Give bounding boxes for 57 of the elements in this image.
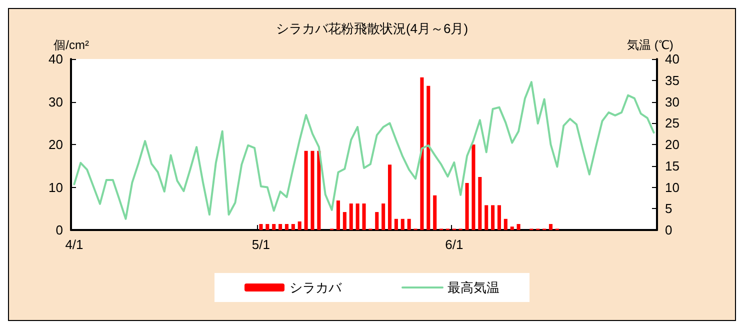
y2-tick-label: 25 [665,116,680,131]
x-tick-label: 4/1 [65,237,84,252]
bar [548,224,553,230]
bar [420,77,424,230]
line-series [73,81,655,220]
bar [266,224,270,230]
bar [298,221,302,230]
y-axis-title: 個/cm² [54,38,89,52]
bar [484,205,488,230]
bar [291,224,295,230]
bar [382,203,386,230]
bar [310,150,314,230]
y2-tick-label: 10 [665,180,680,195]
y-tick-label: 0 [56,222,63,238]
bar [472,144,476,230]
bar [388,164,392,230]
x-tick-label: 5/1 [252,237,270,252]
y2-tick-label: 5 [665,201,672,216]
y-tick-label: 10 [48,180,63,195]
y2-tick-label: 0 [665,222,672,238]
y2-tick-label: 40 [665,52,680,66]
chart-title: シラカバ花粉飛散状況(4月～6月) [276,21,468,36]
y2-tick-label: 20 [665,137,680,152]
bar [375,212,379,230]
bar [342,212,346,230]
bar [278,224,282,230]
bar [491,205,495,230]
bar [400,218,404,230]
bar [478,176,482,230]
y-tick-label: 40 [48,52,63,66]
bar [516,224,520,230]
bar [426,86,430,230]
y2-tick-label: 15 [665,158,680,174]
y2-tick-label: 30 [665,94,680,110]
y2-axis-title: 気温 (℃) [627,38,674,52]
bar [336,200,340,230]
bar [284,224,288,230]
bar [504,218,508,230]
bar [259,224,263,230]
bar [349,203,353,230]
bar [394,218,398,230]
bar [362,203,366,230]
bar [407,218,411,230]
y2-tick-label: 35 [665,72,680,88]
y-tick-label: 20 [48,137,63,152]
bar [433,195,437,230]
bar [465,182,469,230]
bar [510,226,514,230]
bar [356,203,360,230]
bar [497,205,501,230]
legend-label: 最高気温 [448,280,500,295]
y-tick-label: 30 [48,94,63,110]
legend-label: シラカバ [290,280,342,295]
bar [317,150,321,230]
x-tick-label: 6/1 [445,237,464,252]
bar [272,224,276,230]
bar [304,150,308,230]
